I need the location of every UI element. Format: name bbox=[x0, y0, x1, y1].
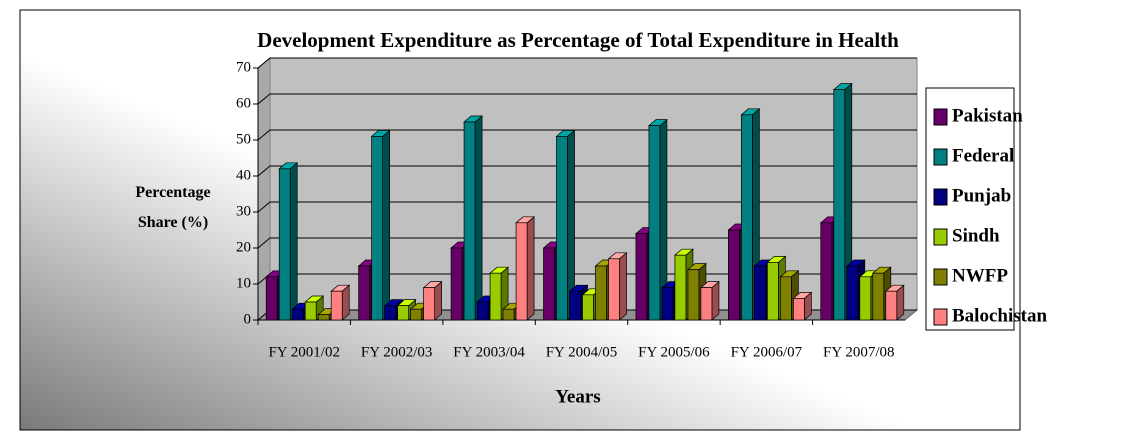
bar bbox=[463, 121, 476, 321]
chart-title: Development Expenditure as Percentage of… bbox=[257, 28, 899, 52]
bar-side bbox=[289, 162, 298, 321]
bar bbox=[661, 287, 674, 321]
bar bbox=[569, 290, 581, 321]
grid-line bbox=[257, 57, 917, 69]
bar bbox=[358, 265, 370, 321]
bar bbox=[820, 222, 833, 321]
x-tick-label: FY 2006/07 bbox=[731, 344, 803, 360]
y-tick-label: 70 bbox=[236, 59, 251, 75]
legend-label: Sindh bbox=[952, 225, 1000, 246]
bar-side bbox=[434, 280, 442, 321]
x-tick-label: FY 2004/05 bbox=[546, 344, 618, 360]
bar bbox=[700, 287, 713, 321]
bar bbox=[397, 305, 409, 321]
x-tick-label: FY 2007/08 bbox=[823, 344, 895, 360]
bar bbox=[582, 294, 594, 321]
y-tick-label: 50 bbox=[236, 131, 251, 147]
bar bbox=[556, 136, 568, 321]
bar bbox=[384, 305, 396, 321]
y-tick-label: 40 bbox=[236, 167, 251, 183]
legend-swatch bbox=[933, 308, 948, 326]
legend-label: Punjab bbox=[952, 185, 1011, 206]
bar bbox=[635, 233, 648, 321]
bar bbox=[780, 276, 792, 321]
y-tick-label: 30 bbox=[236, 203, 251, 219]
bar bbox=[476, 301, 489, 321]
bar bbox=[450, 247, 463, 321]
bar bbox=[793, 298, 805, 321]
bar bbox=[291, 308, 304, 321]
x-tick-label: FY 2005/06 bbox=[638, 344, 710, 360]
y-tick-label: 60 bbox=[236, 95, 251, 111]
grid-line bbox=[257, 237, 917, 249]
bar bbox=[728, 229, 740, 321]
grid-line bbox=[257, 129, 917, 141]
legend-swatch bbox=[933, 108, 948, 126]
grid-line bbox=[257, 93, 917, 105]
legend-swatch bbox=[933, 268, 948, 286]
bar bbox=[489, 272, 502, 321]
bar bbox=[846, 265, 859, 321]
bar bbox=[687, 269, 700, 321]
bar-side bbox=[619, 252, 627, 321]
bar bbox=[317, 314, 330, 321]
bar bbox=[502, 308, 515, 321]
y-tick-label: 20 bbox=[236, 239, 251, 255]
bar-side bbox=[711, 280, 720, 321]
bar bbox=[278, 168, 291, 321]
legend-swatch bbox=[933, 188, 948, 206]
legend-label: Balochistan bbox=[952, 305, 1047, 326]
bar-side bbox=[474, 115, 483, 321]
y-tick-label: 0 bbox=[244, 311, 252, 327]
bar bbox=[423, 287, 435, 321]
bar bbox=[754, 265, 766, 321]
bar bbox=[608, 258, 620, 321]
bar bbox=[304, 301, 317, 321]
bar bbox=[741, 114, 753, 321]
y-axis-label: Percentage Share (%) bbox=[135, 184, 211, 231]
legend-label: Federal bbox=[952, 145, 1014, 166]
y-tick-label: 10 bbox=[236, 275, 251, 291]
bar bbox=[885, 290, 898, 321]
bar bbox=[543, 247, 555, 321]
bar bbox=[833, 89, 846, 321]
bar bbox=[330, 290, 343, 321]
grid-line bbox=[257, 201, 917, 213]
grid-line bbox=[257, 165, 917, 177]
bar bbox=[371, 136, 383, 321]
legend-label: Pakistan bbox=[952, 105, 1023, 126]
bar bbox=[515, 222, 528, 321]
legend-swatch bbox=[933, 228, 948, 246]
bar bbox=[767, 262, 779, 321]
bar-side bbox=[526, 216, 535, 321]
bar bbox=[648, 125, 661, 321]
x-tick-label: FY 2002/03 bbox=[361, 344, 433, 360]
bar bbox=[674, 254, 687, 321]
x-tick-label: FY 2001/02 bbox=[268, 344, 340, 360]
x-tick-label: FY 2003/04 bbox=[453, 344, 525, 360]
legend-swatch bbox=[933, 148, 948, 166]
bar bbox=[595, 265, 607, 321]
bar bbox=[859, 276, 872, 321]
x-axis-label: Years bbox=[555, 386, 600, 407]
bar bbox=[265, 276, 278, 321]
legend-box bbox=[925, 87, 1015, 331]
bar bbox=[410, 308, 422, 321]
bar-side bbox=[382, 129, 390, 321]
legend-label: NWFP bbox=[952, 265, 1008, 286]
bar bbox=[872, 272, 885, 321]
